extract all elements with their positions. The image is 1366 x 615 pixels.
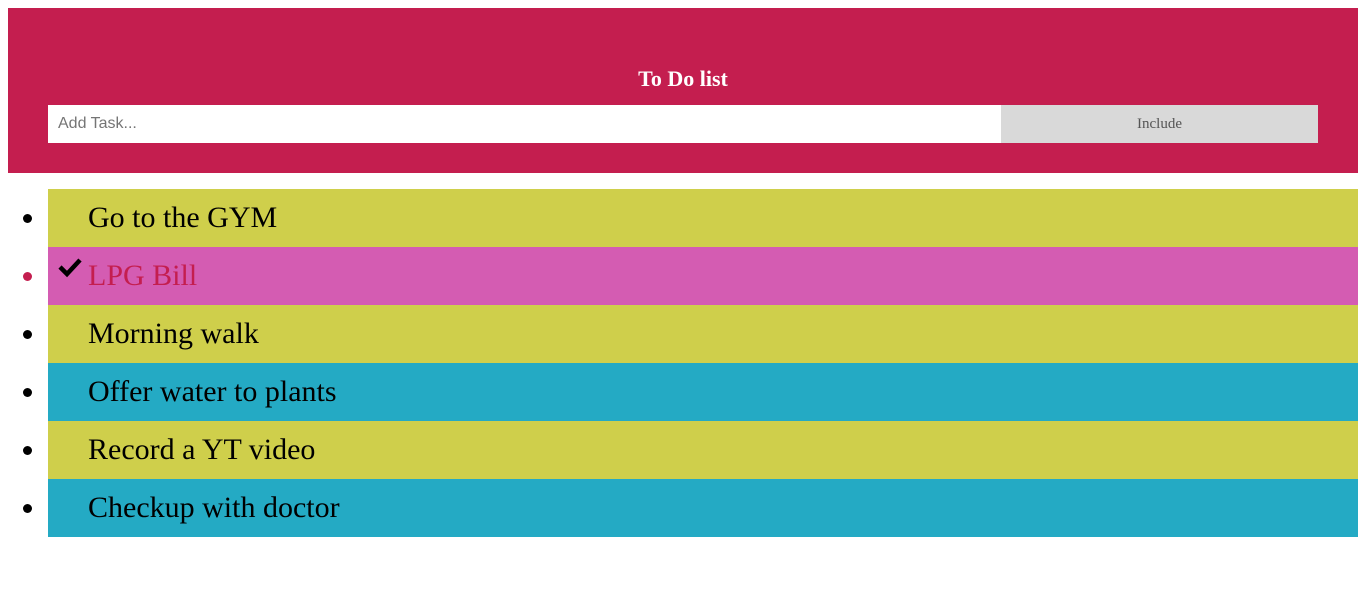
task-text: Checkup with doctor (88, 491, 340, 524)
bullet (23, 446, 32, 455)
task-item[interactable]: Go to the GYM (0, 189, 1366, 247)
checkmark-icon (58, 258, 82, 278)
task-text: LPG Bill (88, 259, 198, 292)
bullet (23, 330, 32, 339)
include-button[interactable]: Include (1001, 105, 1318, 143)
add-task-input[interactable] (48, 105, 1001, 143)
task-text: Morning walk (88, 317, 259, 350)
task-body[interactable]: Morning walk (48, 305, 1358, 363)
bullet (23, 388, 32, 397)
task-item[interactable]: Offer water to plants (0, 363, 1366, 421)
task-body[interactable]: Record a YT video (48, 421, 1358, 479)
bullet (23, 504, 32, 513)
task-body[interactable]: Checkup with doctor (48, 479, 1358, 537)
task-text: Record a YT video (88, 433, 316, 466)
page-title: To Do list (638, 66, 728, 91)
task-body[interactable]: Go to the GYM (48, 189, 1358, 247)
task-item[interactable]: Record a YT video (0, 421, 1366, 479)
task-body[interactable]: LPG Bill (48, 247, 1358, 305)
task-item[interactable]: Checkup with doctor (0, 479, 1366, 537)
bullet (23, 272, 32, 281)
task-item[interactable]: Morning walk (0, 305, 1366, 363)
bullet (23, 214, 32, 223)
task-text: Offer water to plants (88, 375, 337, 408)
task-item[interactable]: LPG Bill (0, 247, 1366, 305)
header: To Do list Include (8, 8, 1358, 173)
task-list: Go to the GYM LPG Bill Morning walk Offe… (0, 189, 1366, 537)
task-text: Go to the GYM (88, 201, 278, 234)
task-body[interactable]: Offer water to plants (48, 363, 1358, 421)
